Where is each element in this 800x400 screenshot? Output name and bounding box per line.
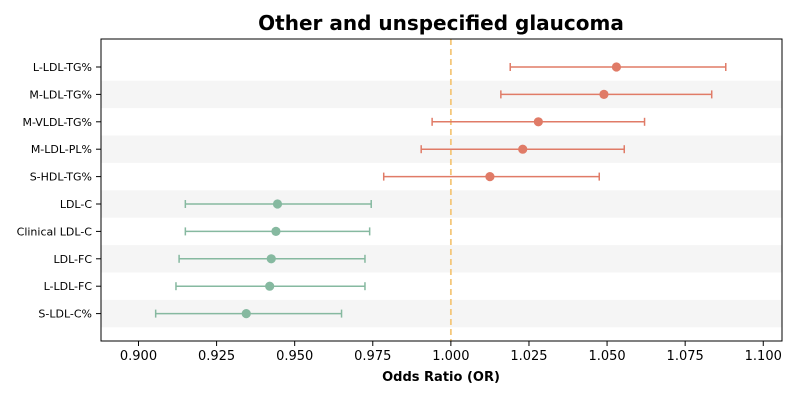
x-tick-label: 0.950 (276, 349, 313, 364)
plot-frame (100, 38, 783, 342)
odds-ratio-point (266, 254, 276, 264)
x-tick-label: 1.025 (510, 349, 547, 364)
odds-ratio-point (265, 281, 275, 291)
odds-ratio-point (271, 226, 281, 236)
y-category-label: S-LDL-C% (38, 308, 92, 321)
y-category-label: M-VLDL-TG% (22, 116, 92, 129)
x-axis-label: Odds Ratio (OR) (382, 370, 500, 385)
odds-ratio-point (518, 144, 528, 154)
x-tick-label: 1.075 (667, 349, 704, 364)
y-category-label: Clinical LDL-C (17, 225, 93, 238)
odds-ratio-point (485, 172, 495, 182)
x-tick-label: 1.000 (432, 349, 469, 364)
y-category-label: LDL-C (60, 198, 93, 211)
odds-ratio-point (533, 117, 543, 127)
odds-ratio-point (611, 62, 622, 72)
x-tick-label: 1.050 (588, 349, 625, 364)
y-category-label: L-LDL-TG% (33, 61, 92, 74)
x-axis-ticks: 0.900 0.925 0.950 0.975 1.000 1.025 1.050 1.075… (120, 341, 782, 364)
y-axis-labels: L-LDL-TG% M-LDL-TG% M-VLDL-TG% M-LDL-PL% S-H… (17, 61, 101, 321)
x-tick-label: 1.100 (745, 349, 782, 364)
x-tick-label: 0.925 (198, 349, 235, 364)
y-category-label: S-HDL-TG% (30, 171, 92, 184)
y-category-label: M-LDL-PL% (31, 143, 92, 156)
odds-ratio-point (241, 309, 251, 319)
x-tick-label: 0.900 (120, 349, 157, 364)
y-category-label: M-LDL-TG% (29, 88, 92, 101)
data-marks (154, 62, 727, 319)
odds-ratio-point (599, 89, 609, 99)
x-tick-label: 0.975 (354, 349, 391, 364)
y-category-label: LDL-FC (53, 253, 92, 266)
y-category-label: L-LDL-FC (44, 280, 93, 293)
chart-title: Other and unspecified glaucoma (258, 11, 624, 35)
odds-ratio-point (272, 199, 283, 209)
